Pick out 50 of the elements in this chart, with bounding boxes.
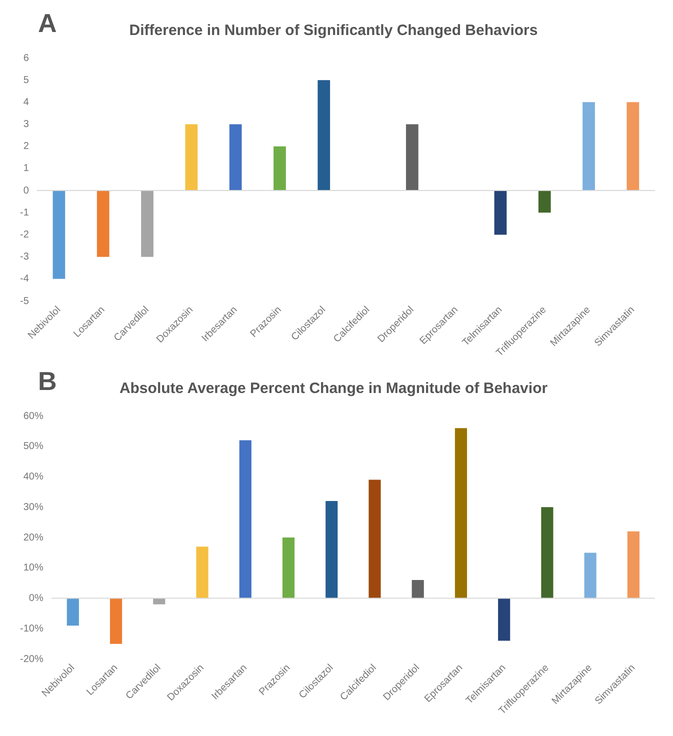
y-tick-label: 0 xyxy=(23,185,30,196)
bar xyxy=(196,546,208,598)
bar xyxy=(282,538,295,598)
bar xyxy=(141,190,154,257)
y-tick-label: 3 xyxy=(23,119,30,130)
y-tick-label: -3 xyxy=(20,252,30,263)
chart-title: Absolute Average Percent Change in Magnitude of Behavior xyxy=(119,380,548,398)
y-tick-label: 40% xyxy=(23,472,44,482)
text: B xyxy=(38,366,57,396)
bar xyxy=(239,440,252,598)
bar xyxy=(368,480,381,598)
y-tick-label: -20% xyxy=(20,654,44,665)
y-tick-label: 6 xyxy=(23,52,30,64)
bar xyxy=(185,124,198,191)
y-tick-label: -4 xyxy=(20,274,30,285)
bar xyxy=(326,501,338,598)
y-tick-label: 30% xyxy=(23,502,44,513)
bar xyxy=(541,507,554,598)
y-tick-label: 2 xyxy=(23,141,30,152)
y-tick-label: -5 xyxy=(20,296,30,307)
bar xyxy=(494,190,507,235)
y-tick-label: -1 xyxy=(20,207,30,218)
y-tick-label: -10% xyxy=(20,623,44,634)
y-tick-label: 10% xyxy=(23,562,44,574)
bar xyxy=(627,531,640,598)
bar xyxy=(96,190,110,257)
y-tick-label: -2 xyxy=(20,229,30,240)
bar xyxy=(582,102,595,191)
bar xyxy=(229,124,242,191)
bar xyxy=(66,598,79,626)
bar xyxy=(406,124,418,191)
bar xyxy=(110,598,122,644)
bar xyxy=(626,102,640,191)
bar xyxy=(454,428,468,598)
chart-title: Difference in Number of Significantly Changed Behaviors xyxy=(129,22,538,40)
bar xyxy=(498,598,510,641)
y-tick-label: 0% xyxy=(28,593,44,604)
bar xyxy=(584,552,596,598)
bar xyxy=(52,190,66,279)
bar xyxy=(318,80,330,191)
y-tick-label: 1 xyxy=(23,163,30,174)
y-tick-label: 50% xyxy=(23,441,44,452)
bar xyxy=(412,580,424,598)
text: A xyxy=(38,8,57,38)
bar xyxy=(538,190,551,213)
bar xyxy=(274,146,286,191)
y-tick-label: 5 xyxy=(23,74,30,86)
y-tick-label: 20% xyxy=(23,532,44,544)
y-tick-label: 4 xyxy=(23,96,30,108)
y-tick-label: 60% xyxy=(23,410,44,422)
